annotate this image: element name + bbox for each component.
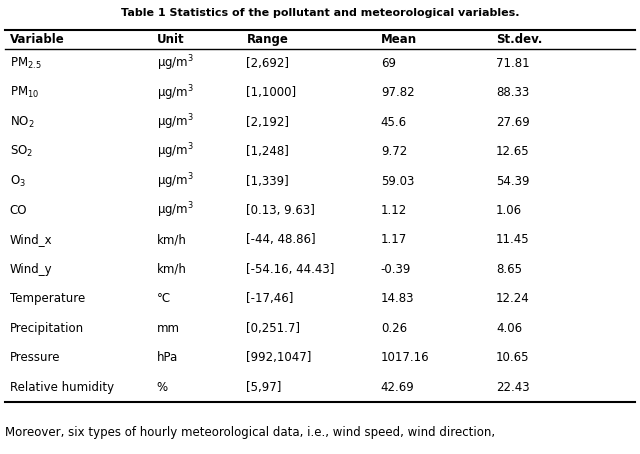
Text: [1,248]: [1,248] — [246, 145, 289, 158]
Text: Wind_y: Wind_y — [10, 263, 52, 276]
Text: μg/m$^3$: μg/m$^3$ — [157, 142, 194, 162]
Text: [5,97]: [5,97] — [246, 380, 282, 394]
Text: Pressure: Pressure — [10, 351, 60, 364]
Text: 0.26: 0.26 — [381, 322, 407, 335]
Text: PM$_{2.5}$: PM$_{2.5}$ — [10, 56, 42, 71]
Text: Moreover, six types of hourly meteorological data, i.e., wind speed, wind direct: Moreover, six types of hourly meteorolog… — [5, 426, 495, 439]
Text: 97.82: 97.82 — [381, 86, 415, 99]
Text: [0,251.7]: [0,251.7] — [246, 322, 300, 335]
Text: 22.43: 22.43 — [496, 380, 530, 394]
Text: PM$_{10}$: PM$_{10}$ — [10, 85, 39, 100]
Text: 11.45: 11.45 — [496, 233, 530, 247]
Text: μg/m$^3$: μg/m$^3$ — [157, 112, 194, 132]
Text: NO$_2$: NO$_2$ — [10, 114, 34, 130]
Text: 42.69: 42.69 — [381, 380, 415, 394]
Text: 69: 69 — [381, 57, 396, 70]
Text: 9.72: 9.72 — [381, 145, 407, 158]
Text: 12.65: 12.65 — [496, 145, 530, 158]
Text: 71.81: 71.81 — [496, 57, 530, 70]
Text: 1.17: 1.17 — [381, 233, 407, 247]
Text: μg/m$^3$: μg/m$^3$ — [157, 54, 194, 73]
Text: -0.39: -0.39 — [381, 263, 411, 276]
Text: Variable: Variable — [10, 33, 65, 45]
Text: 88.33: 88.33 — [496, 86, 529, 99]
Text: [0.13, 9.63]: [0.13, 9.63] — [246, 204, 316, 217]
Text: hPa: hPa — [157, 351, 178, 364]
Text: [1,339]: [1,339] — [246, 174, 289, 188]
Text: O$_3$: O$_3$ — [10, 173, 26, 188]
Text: μg/m$^3$: μg/m$^3$ — [157, 83, 194, 103]
Text: 27.69: 27.69 — [496, 116, 530, 128]
Text: Table 1 Statistics of the pollutant and meteorological variables.: Table 1 Statistics of the pollutant and … — [121, 8, 519, 18]
Text: Range: Range — [246, 33, 288, 45]
Text: km/h: km/h — [157, 233, 187, 247]
Text: Mean: Mean — [381, 33, 417, 45]
Text: [-44, 48.86]: [-44, 48.86] — [246, 233, 316, 247]
Text: Wind_x: Wind_x — [10, 233, 52, 247]
Text: SO$_2$: SO$_2$ — [10, 144, 33, 159]
Text: %: % — [157, 380, 168, 394]
Text: Temperature: Temperature — [10, 292, 85, 305]
Text: 54.39: 54.39 — [496, 174, 529, 188]
Text: 4.06: 4.06 — [496, 322, 522, 335]
Text: mm: mm — [157, 322, 180, 335]
Text: [-54.16, 44.43]: [-54.16, 44.43] — [246, 263, 335, 276]
Text: [-17,46]: [-17,46] — [246, 292, 294, 305]
Text: μg/m$^3$: μg/m$^3$ — [157, 201, 194, 220]
Text: St.dev.: St.dev. — [496, 33, 542, 45]
Text: 1017.16: 1017.16 — [381, 351, 429, 364]
Text: μg/m$^3$: μg/m$^3$ — [157, 171, 194, 191]
Text: 1.06: 1.06 — [496, 204, 522, 217]
Text: [2,192]: [2,192] — [246, 116, 289, 128]
Text: Relative humidity: Relative humidity — [10, 380, 114, 394]
Text: [1,1000]: [1,1000] — [246, 86, 296, 99]
Text: CO: CO — [10, 204, 27, 217]
Text: km/h: km/h — [157, 263, 187, 276]
Text: 8.65: 8.65 — [496, 263, 522, 276]
Text: 14.83: 14.83 — [381, 292, 414, 305]
Text: 12.24: 12.24 — [496, 292, 530, 305]
Text: 45.6: 45.6 — [381, 116, 407, 128]
Text: [992,1047]: [992,1047] — [246, 351, 312, 364]
Text: Precipitation: Precipitation — [10, 322, 84, 335]
Text: 59.03: 59.03 — [381, 174, 414, 188]
Text: 10.65: 10.65 — [496, 351, 529, 364]
Text: [2,692]: [2,692] — [246, 57, 289, 70]
Text: Unit: Unit — [157, 33, 184, 45]
Text: °C: °C — [157, 292, 171, 305]
Text: 1.12: 1.12 — [381, 204, 407, 217]
